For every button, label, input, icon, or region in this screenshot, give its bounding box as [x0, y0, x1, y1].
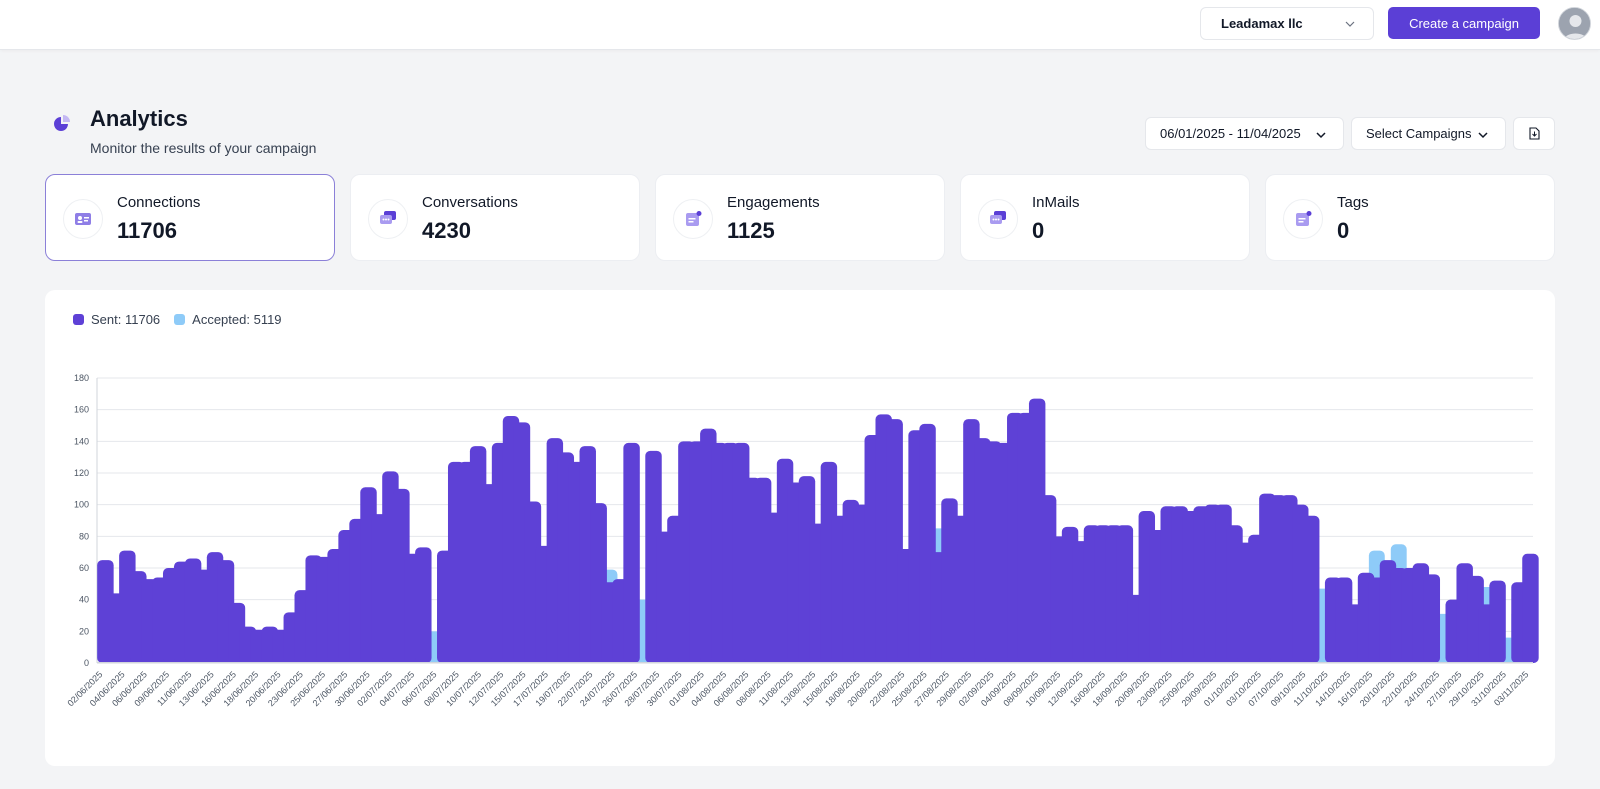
stat-label: Tags [1337, 194, 1369, 211]
legend-label-sent: Sent: 11706 [91, 312, 161, 327]
chevron-down-icon [1478, 132, 1488, 139]
y-tick-label: 160 [74, 405, 89, 415]
document-export-icon [1529, 127, 1540, 140]
y-tick-label: 80 [79, 531, 89, 541]
select-campaigns-label: Select Campaigns [1366, 126, 1472, 141]
date-range-picker[interactable]: 06/01/2025 - 11/04/2025 [1145, 117, 1344, 150]
legend-label-accepted: Accepted: 5119 [192, 312, 282, 327]
bar-sent [415, 547, 432, 663]
top-bar: Leadamax llc Create a campaign [0, 0, 1600, 50]
stat-label: Conversations [422, 194, 518, 211]
page-title: Analytics [90, 106, 188, 131]
organization-name: Leadamax llc [1221, 16, 1303, 31]
chart-legend: Sent: 11706 Accepted: 5119 [73, 312, 296, 327]
stat-card-connections[interactable]: Connections 11706 [45, 174, 335, 261]
create-campaign-button[interactable]: Create a campaign [1388, 7, 1540, 39]
date-range-value: 06/01/2025 - 11/04/2025 [1160, 126, 1301, 141]
x-axis-baseline [97, 662, 1533, 663]
organization-select[interactable]: Leadamax llc [1200, 7, 1374, 40]
legend-swatch-accepted [174, 314, 186, 325]
stat-value: 1125 [727, 218, 775, 243]
stat-value: 0 [1337, 218, 1350, 243]
legend-item-accepted[interactable]: Accepted: 5119 [174, 312, 282, 327]
y-tick-label: 60 [79, 563, 89, 573]
stat-value: 11706 [117, 218, 177, 243]
tag-note-icon [1283, 199, 1323, 239]
analytics-pie-icon [54, 115, 70, 131]
bar-sent [1522, 553, 1539, 663]
y-tick-label: 20 [79, 626, 89, 636]
chevron-down-icon [1316, 132, 1326, 139]
avatar[interactable] [1558, 7, 1591, 40]
bar-sent [1303, 515, 1320, 663]
bar-sent [1489, 580, 1506, 663]
y-tick-label: 100 [74, 500, 89, 510]
y-tick-label: 40 [79, 595, 89, 605]
mail-chat-icon [978, 199, 1018, 239]
y-tick-label: 140 [74, 436, 89, 446]
stat-label: InMails [1032, 194, 1080, 211]
stat-label: Connections [117, 194, 201, 211]
bar-sent [623, 442, 640, 663]
stat-card-engagements[interactable]: Engagements 1125 [655, 174, 945, 261]
stat-value: 4230 [422, 218, 471, 243]
y-tick-label: 0 [84, 658, 89, 668]
legend-swatch-sent [73, 314, 84, 325]
export-button[interactable] [1513, 117, 1555, 150]
page-subtitle: Monitor the results of your campaign [90, 140, 317, 156]
select-campaigns-dropdown[interactable]: Select Campaigns [1351, 117, 1506, 150]
contact-card-icon [63, 199, 103, 239]
chevron-down-icon [1345, 21, 1355, 27]
message-notification-icon [673, 199, 713, 239]
stat-card-tags[interactable]: Tags 0 [1265, 174, 1555, 261]
stat-card-conversations[interactable]: Conversations 4230 [350, 174, 640, 261]
stat-value: 0 [1032, 218, 1045, 243]
chat-bubbles-icon [368, 199, 408, 239]
bar-chart: 02040608010012014016018002/06/202504/06/… [65, 373, 1539, 708]
legend-item-sent[interactable]: Sent: 11706 [73, 312, 160, 327]
stat-label: Engagements [727, 194, 820, 211]
y-tick-label: 120 [74, 468, 89, 478]
y-tick-label: 180 [74, 373, 89, 383]
connections-chart-card: Sent: 11706 Accepted: 5119 0 20 40 60 80 100 1… [45, 290, 1555, 766]
bar-sent [1423, 574, 1441, 663]
user-avatar-icon [1559, 8, 1590, 39]
stat-card-inmails[interactable]: InMails 0 [960, 174, 1250, 261]
